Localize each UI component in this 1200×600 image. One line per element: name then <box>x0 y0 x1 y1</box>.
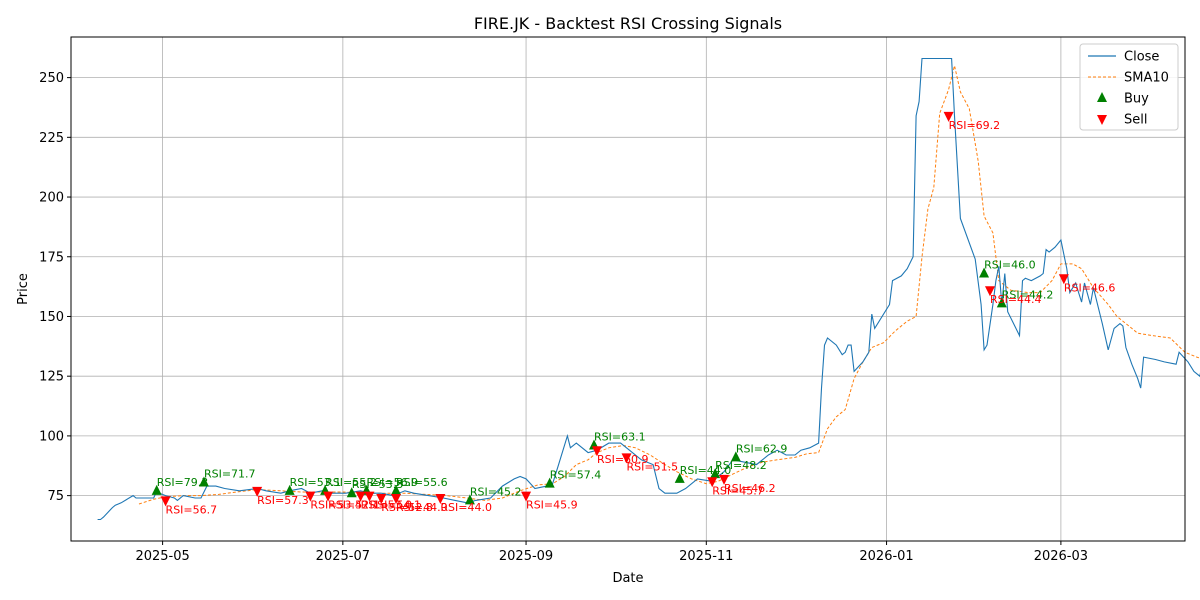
buy-marker <box>151 484 162 495</box>
sell-label: RSI=51.5 <box>627 460 679 473</box>
legend-label: Buy <box>1124 92 1149 107</box>
buy-marker <box>391 484 402 495</box>
buy-marker <box>284 484 295 495</box>
sell-marker <box>160 496 171 507</box>
sell-marker <box>364 491 375 502</box>
sell-marker <box>252 486 263 497</box>
y-tick-label: 100 <box>39 429 64 444</box>
sell-label: RSI=45.9 <box>526 499 578 512</box>
grid <box>71 37 1185 541</box>
sell-marker <box>355 491 366 502</box>
sell-marker <box>521 491 532 502</box>
sell-label: RSI=46.6 <box>1064 281 1116 294</box>
buy-label: RSI=71.7 <box>204 467 256 480</box>
sell-marker <box>435 494 446 505</box>
sell-label: RSI=52.1 <box>328 499 380 512</box>
legend-box <box>1079 43 1179 131</box>
sell-marker <box>305 491 316 502</box>
buy-label: RSI=57.4 <box>550 469 602 482</box>
sma10-series <box>138 65 1200 505</box>
x-tick-label: 2026-01 <box>859 549 913 564</box>
sell-marker <box>391 494 402 505</box>
legend-sell-swatch <box>1097 115 1107 125</box>
sell-label: RSI=69.2 <box>949 119 1001 132</box>
sell-label: RSI=56.7 <box>166 503 218 516</box>
sma10-line <box>138 65 1200 505</box>
y-tick-label: 150 <box>39 310 64 325</box>
legend-label: Sell <box>1124 113 1147 128</box>
buy-label: RSI=48.2 <box>715 459 767 472</box>
y-tick-label: 200 <box>39 191 64 206</box>
sell-label: RSI=44.0 <box>396 501 448 514</box>
legend-label: SMA10 <box>1124 71 1169 86</box>
sell-label: RSI=54.1 <box>369 499 421 512</box>
buy-marker <box>710 468 721 479</box>
x-axis-title: Date <box>612 571 643 586</box>
legend-label: Close <box>1124 50 1159 65</box>
buy-marker <box>346 487 357 498</box>
buy-label: RSI=79.3 <box>157 476 209 489</box>
x-tick-label: 2025-09 <box>499 549 553 564</box>
buy-marker <box>979 267 990 278</box>
close-series <box>97 57 1200 521</box>
y-tick-label: 175 <box>39 250 64 265</box>
buy-marker <box>996 297 1007 308</box>
buy-label: RSI=44.2 <box>1002 288 1054 301</box>
sell-marker <box>323 491 334 502</box>
sell-marker <box>707 477 718 488</box>
buy-label: RSI=55.6 <box>396 476 448 489</box>
buy-marker <box>544 477 555 488</box>
legend-buy-swatch <box>1097 92 1107 102</box>
y-tick-label: 250 <box>39 71 64 86</box>
sell-marker <box>591 446 602 457</box>
buy-label: RSI=53.1 <box>290 476 342 489</box>
sell-label: RSI=45.7 <box>712 484 764 497</box>
y-tick-label: 125 <box>39 370 64 385</box>
buy-marker <box>198 476 209 487</box>
buy-marker <box>464 494 475 505</box>
sell-label: RSI=53.0 <box>361 499 413 512</box>
buy-label: RSI=53.3 <box>352 478 404 491</box>
axes: 75 100 125 150 175 200 225 250 2025-05 2025-07 202… <box>39 71 1088 564</box>
buy-label: RSI=63.1 <box>594 430 646 443</box>
close-line <box>97 57 1200 521</box>
sell-marker <box>719 474 730 485</box>
x-tick-label: 2026-03 <box>1034 549 1088 564</box>
sell-marker <box>1058 274 1069 285</box>
buy-marker <box>730 451 741 462</box>
sell-label: RSI=57.3 <box>257 494 309 507</box>
sell-label: RSI=60.9 <box>597 453 649 466</box>
chart-title: FIRE.JK - Backtest RSI Crossing Signals <box>474 14 782 33</box>
y-tick-label: 225 <box>39 131 64 146</box>
buy-label: RSI=44.0 <box>680 464 732 477</box>
sell-label: RSI=44.4 <box>990 293 1042 306</box>
sell-label: RSI=46.2 <box>724 482 776 495</box>
buy-marker <box>674 472 685 483</box>
sell-label: RSI=53.4 <box>310 499 362 512</box>
x-tick-label: 2025-07 <box>316 549 370 564</box>
x-tick-label: 2025-11 <box>679 549 733 564</box>
plot-frame <box>70 36 1186 542</box>
sell-marker <box>984 286 995 297</box>
buy-label: RSI=62.9 <box>736 442 788 455</box>
sell-label: RSI=44.0 <box>440 501 492 514</box>
y-axis-title: Price <box>16 273 31 305</box>
buy-label: RSI=46.0 <box>984 258 1036 271</box>
y-tick-label: 75 <box>47 489 64 504</box>
sell-marker <box>376 494 387 505</box>
buy-label: RSI=45.2 <box>470 485 522 498</box>
legend: Close SMA10 Buy Sell <box>1079 43 1179 131</box>
sell-label: RSI=52.8 <box>381 501 433 514</box>
sell-marker <box>943 111 954 122</box>
buy-label: RSI=56.9 <box>366 476 418 489</box>
buy-label: RSI=55.2 <box>325 476 377 489</box>
x-tick-label: 2025-05 <box>135 549 189 564</box>
sell-marker <box>621 453 632 464</box>
